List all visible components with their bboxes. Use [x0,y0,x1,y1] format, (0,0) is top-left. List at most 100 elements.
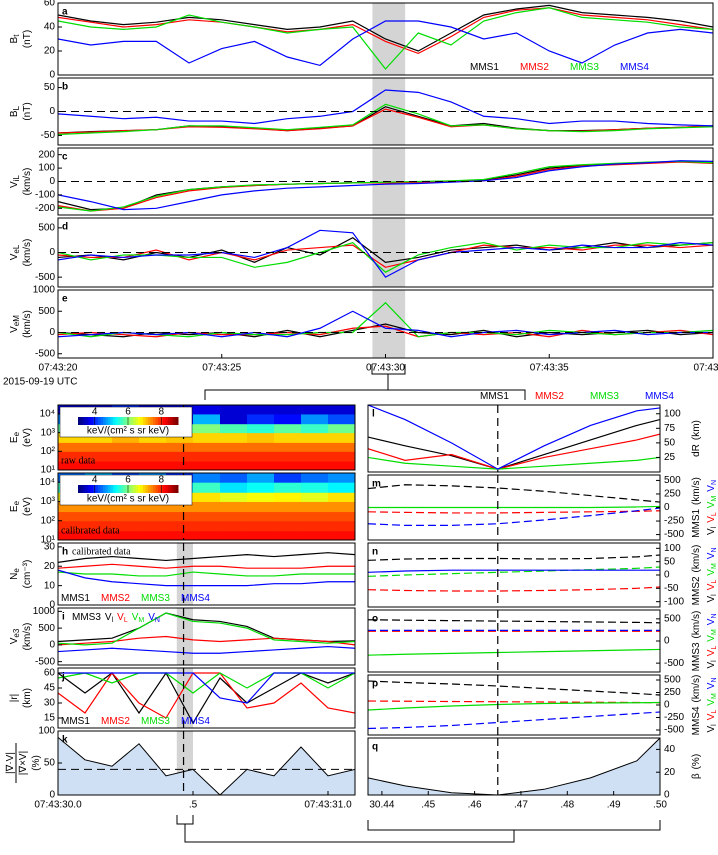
panel-note: calibrated data [61,525,120,536]
legend-name: MMS4 [181,716,210,727]
colorbar-swatch [138,417,141,425]
heat-cell [166,511,194,522]
y-tick-label: -500 [35,272,55,283]
heat-cell [328,530,355,540]
y-tick-label: 0 [664,790,670,801]
heat-cell [274,482,302,493]
heat-cell [139,530,167,540]
heat-cell [139,442,167,452]
heat-cell [112,432,140,443]
heat-cell [274,413,302,425]
legend-name: V [117,612,124,623]
heat-cell [274,501,302,513]
y-tick-label: 100 [664,408,681,419]
y-tick-label: 0 [664,636,670,647]
y-tick-label: -500 [35,348,55,359]
colorbar-swatch [105,485,109,493]
colorbar-swatch [78,417,81,425]
panel-k [58,731,355,795]
heat-cell [328,423,355,434]
heat-cell [85,461,113,470]
y-tick-label: -500 [664,529,684,540]
y-label: MMS1 (km/s) [691,477,702,538]
colorbar-swatch [100,417,104,425]
heat-cell [220,432,248,443]
y-tick-label: 250 [664,489,681,500]
colorbar-swatch [120,485,124,493]
y-tick-label: 15 [44,713,56,724]
x-tick-label: 30.44 [369,800,394,811]
y-tick-label: 10¹ [41,465,56,476]
heat-cell [220,442,248,452]
heat-cell [274,423,302,434]
y-label-main: V [9,181,20,188]
heat-cell [166,451,194,462]
y-label-unit: (nT) [22,102,33,120]
y-label: MMS3 (km/s) [691,611,702,672]
legend-name: V [148,612,155,623]
colorbar-swatch [95,485,99,493]
colorbar-swatch [160,485,164,493]
legend-name: V [706,528,717,535]
colorbar-swatch [168,417,171,425]
y-tick-label: 50 [44,758,56,769]
legend-sub: N [711,480,718,485]
series-line [58,103,713,136]
heat-cell [139,520,167,532]
heat-cell [220,520,248,532]
heat-cell [139,451,167,462]
legend-name: MMS4 [645,391,674,402]
legend-sub: M [711,693,718,699]
heat-cell [274,492,302,502]
colorbar-tick-label: 8 [159,407,165,418]
y-tick-label: 500 [38,623,55,634]
x-tick-label: .48 [560,800,574,811]
y-label-main: MMS2 [691,576,702,605]
legend-sub: N [711,677,718,682]
panel-frame [367,737,661,796]
y-label-numerator: |∇·V| [5,752,16,774]
heat-cell [193,511,221,522]
series-line [368,505,660,509]
colorbar-swatch [110,417,114,425]
panel-letter: p [372,679,378,690]
heat-cell [328,482,355,493]
series-line [58,645,355,654]
y-label: BL [9,105,21,117]
colorbar-swatch [108,417,111,425]
colorbar-swatch [158,485,161,493]
y-label-unit: (%) [31,755,42,771]
y-label-unit: (km/s) [691,611,702,639]
legend-name: MMS1 [61,593,90,604]
heat-cell [193,413,221,425]
y-label-unit: (%) [31,755,42,771]
series-line [58,571,355,577]
colorbar-swatch [170,485,174,493]
x-tick-label: 07:43:40 [694,363,718,374]
heat-cell [247,520,275,532]
y-tick-label: 20 [44,561,56,572]
y-tick-label: 0 [49,70,55,81]
colorbar-swatch [158,417,161,425]
colorbar-swatch [148,485,151,493]
y-tick-label: 50 [44,82,56,93]
colorbar-swatch [118,417,121,425]
panel-frame [367,404,661,473]
colorbar-swatch [103,485,106,493]
shade-band [176,608,193,665]
legend-entry: MMS3 [141,716,170,727]
x-tick-label: .47 [514,800,528,811]
shade-band [372,3,406,75]
colorbar-swatch [130,485,134,493]
y-label-unit: (km) [22,688,33,708]
legend-sub: L [711,512,718,516]
shade-band [176,668,193,728]
colorbar-swatch [115,417,119,425]
legend-entry: MMS2 [101,716,130,727]
panel-m [368,475,660,540]
panel-frame [57,2,714,76]
legend-name: MMS2 [101,716,130,727]
colorbar-swatch [173,485,176,493]
y-tick-label: 500 [664,675,681,686]
series-line [58,7,713,70]
